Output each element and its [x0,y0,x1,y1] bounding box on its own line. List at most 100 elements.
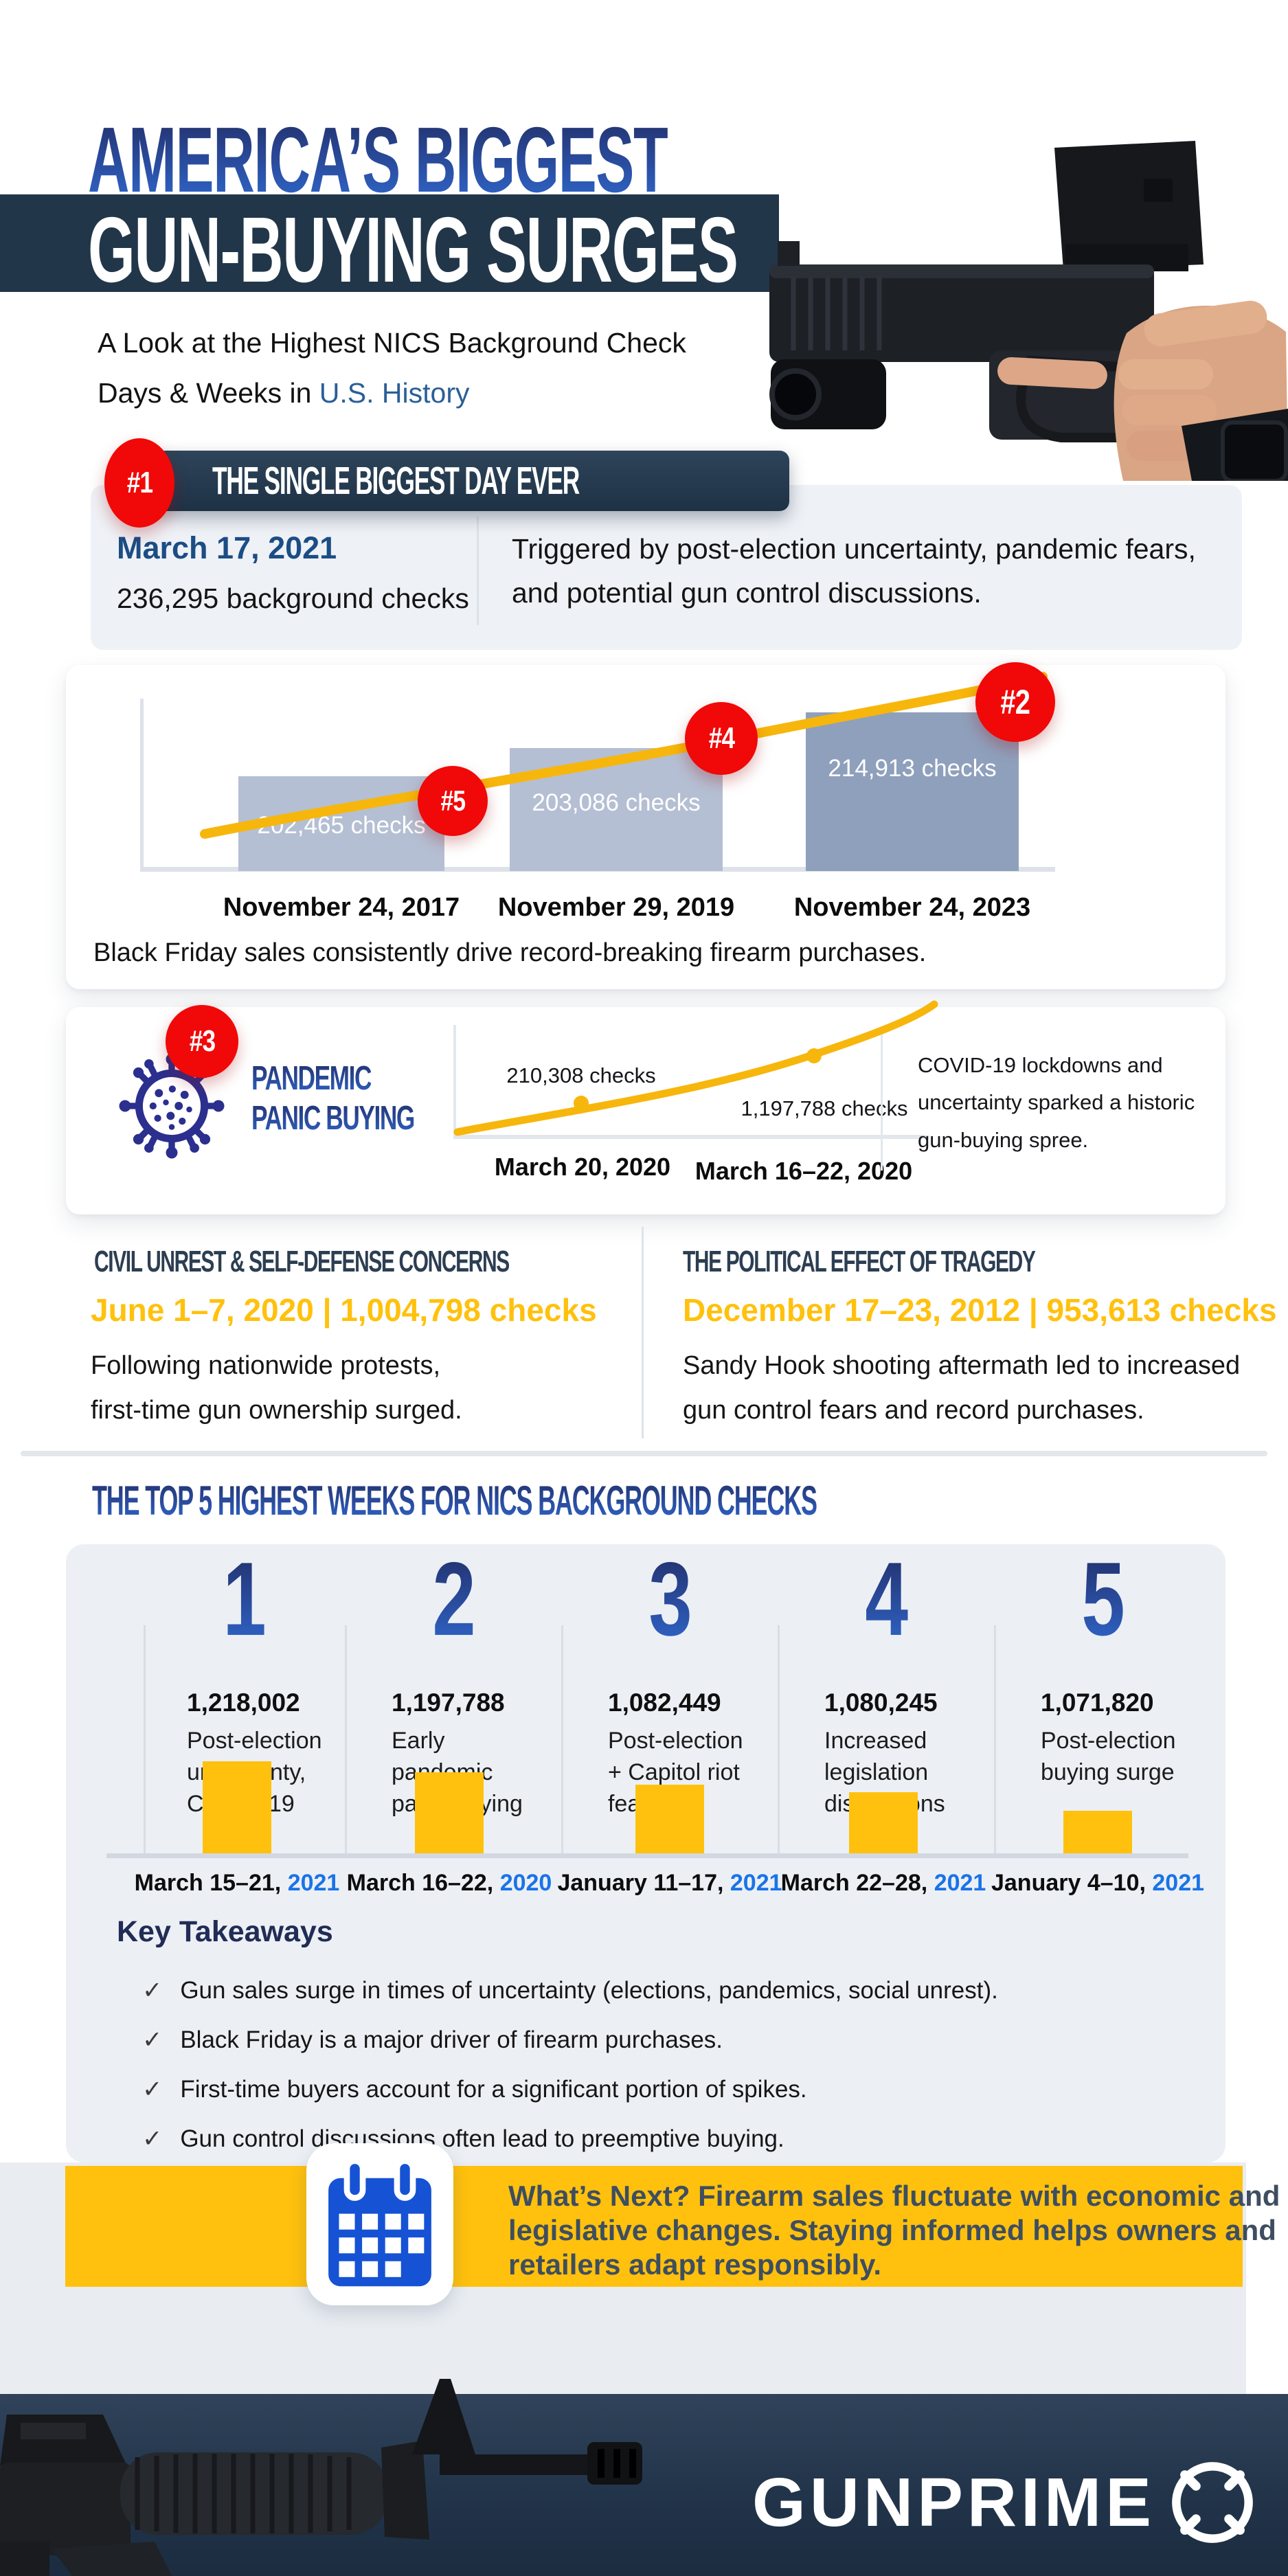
brand-logo: GUNPRIME [752,2464,1155,2541]
top5-date-2: March 16–22, 2020 [346,1870,552,1896]
civil-unrest-stat: June 1–7, 2020 | 1,004,798 checks [91,1292,597,1328]
subtitle-line1: A Look at the Highest NICS Background Ch… [98,327,686,359]
top5-bar-3 [635,1785,704,1853]
single-day-description: Triggered by post-election uncertainty, … [512,533,1196,609]
takeaway-item: ✓ Gun control discussions often lead to … [142,2125,784,2152]
bf-bar-2019: 203,086 checks [510,748,723,871]
tragedy-heading: THE POLITICAL EFFECT OF TRAGEDY [683,1245,1036,1278]
pandemic-point2-label: 1,197,788 checks [741,1096,908,1120]
tragedy-stat: December 17–23, 2012 | 953,613 checks [683,1292,1277,1328]
check-icon: ✓ [142,1977,163,2004]
pandemic-point2-date: March 16–22, 2020 [694,1157,913,1185]
bf-date-2023: November 24, 2023 [793,893,1031,922]
top5-date-4: March 22–28, 2021 [780,1870,986,1896]
top5-divider [994,1625,996,1853]
pandemic-y-axis [453,1025,456,1138]
year-highlight: 2021 [287,1870,340,1896]
takeaway-item: ✓ First-time buyers account for a signif… [142,2076,807,2103]
subtitle-highlight: U.S. History [319,376,470,409]
top5-bar-1 [203,1761,271,1853]
bf-y-axis [140,699,144,871]
bf-date-2017: November 24, 2017 [223,893,460,922]
red-dot-optic-icon [1054,141,1204,270]
single-day-stat: 236,295 background checks [117,583,469,614]
bf-bar-label: 203,086 checks [532,789,701,816]
year-highlight: 2021 [934,1870,986,1896]
check-icon: ✓ [142,2026,163,2053]
top5-divider [144,1625,146,1853]
single-day-header-pill: THE SINGLE BIGGEST DAY EVER [156,451,789,511]
section-divider [21,1451,1267,1456]
rifle-photo [0,2379,642,2576]
single-day-card [91,485,1242,650]
single-day-heading: THE SINGLE BIGGEST DAY EVER [212,459,580,503]
top5-divider [561,1625,563,1853]
rank-4-badge-icon: #4 [685,702,758,775]
pandemic-point1-date: March 20, 2020 [494,1153,671,1181]
callout-text: What’s Next? Firearm sales fluctuate wit… [508,2180,1280,2281]
check-icon: ✓ [142,2076,163,2103]
top5-date-1: March 15–21, 2021 [134,1870,340,1896]
check-icon: ✓ [142,2125,163,2152]
brand-emblem-icon [1172,2462,1253,2543]
subtitle: A Look at the Highest NICS Background Ch… [98,318,686,418]
takeaways-heading: Key Takeaways [117,1915,333,1948]
top5-date-5: January 4–10, 2021 [991,1870,1205,1896]
top5-bar-5 [1063,1811,1132,1853]
page-title-line1: AMERICA’S BIGGEST [88,108,668,212]
bf-bar-label: 202,465 checks [257,812,426,839]
callout-band [65,2166,1243,2287]
top5-rank-1: 1 [223,1541,266,1658]
pandemic-title: PANDEMIC PANIC BUYING [251,1059,477,1139]
top5-col-5: 1,071,820 Post-election buying surge [1041,1688,1176,1785]
carry-handle [0,2415,127,2466]
top5-rank-5: 5 [1081,1541,1125,1658]
magazine [52,2542,172,2576]
pandemic-point1-label: 210,308 checks [506,1063,656,1087]
page-title-line2: GUN-BUYING SURGES [88,198,738,302]
bf-date-2019: November 29, 2019 [497,893,735,922]
bf-bar-2017: 202,465 checks [238,776,444,871]
pandemic-divider [881,1029,883,1171]
pistol-photo [769,141,1288,481]
takeaway-item: ✓ Gun sales surge in times of uncertaint… [142,1977,998,2004]
receiver [0,2463,131,2555]
top5-bar-2 [415,1772,484,1853]
subtitle-line2: Days & Weeks in U.S. History [98,376,470,409]
barrel [440,2454,598,2475]
top5-title: THE TOP 5 HIGHEST WEEKS FOR NICS BACKGRO… [92,1478,817,1524]
civil-tragedy-divider [642,1227,644,1438]
bf-bar-label: 214,913 checks [828,755,997,782]
single-day-divider [477,517,479,625]
front-sight [778,241,800,266]
top5-rank-3: 3 [648,1541,692,1658]
front-sight-post [412,2379,475,2454]
pistol-slide [769,264,1154,362]
rank-3-badge-icon: #3 [166,1005,238,1078]
year-highlight: 2020 [499,1870,552,1896]
top5-date-3: January 11–17, 2021 [557,1870,782,1896]
top5-divider [778,1625,780,1853]
top5-baseline [106,1853,1188,1858]
pistol-grip [0,2542,49,2576]
bf-caption: Black Friday sales consistently drive re… [93,938,927,967]
civil-unrest-heading: CIVIL UNREST & SELF-DEFENSE CONCERNS [94,1245,510,1278]
tragedy-body: Sandy Hook shooting aftermath led to inc… [683,1351,1241,1425]
pandemic-description: COVID-19 lockdowns and uncertainty spark… [918,1053,1195,1152]
rank-1-badge-icon: #1 [104,438,174,528]
calendar-icon [328,2158,431,2287]
takeaway-item: ✓ Black Friday is a major driver of fire… [142,2026,723,2053]
top5-divider [345,1625,347,1853]
year-highlight: 2021 [730,1870,782,1896]
year-highlight: 2021 [1152,1870,1205,1896]
rank-2-badge-icon: #2 [975,662,1055,742]
bf-bar-2023: 214,913 checks [806,712,1019,871]
top5-rank-2: 2 [432,1541,475,1658]
single-day-date: March 17, 2021 [117,530,337,565]
civil-unrest-body: Following nationwide protests, first-tim… [91,1351,462,1425]
top5-rank-4: 4 [865,1541,908,1658]
rank-5-badge-icon: #5 [418,766,488,836]
pandemic-x-axis [453,1135,929,1139]
top5-bar-4 [849,1792,918,1853]
